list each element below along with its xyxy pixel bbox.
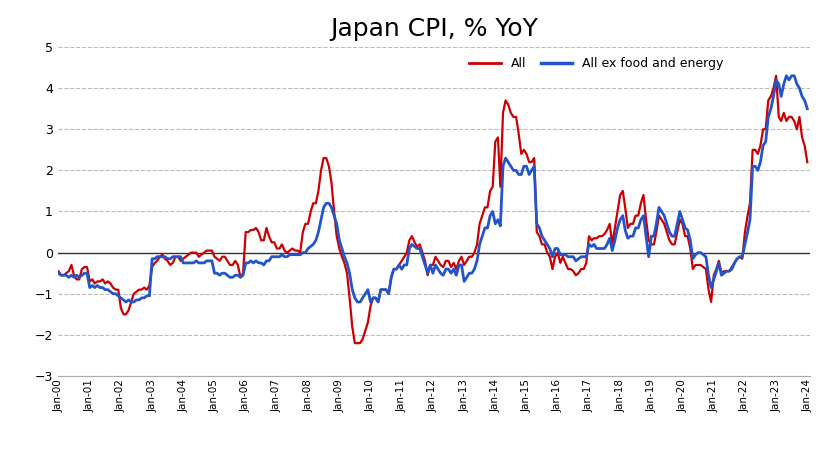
Text: FxPro: FxPro xyxy=(75,91,165,119)
Text: Trade Like a Pro: Trade Like a Pro xyxy=(75,149,164,158)
Title: Japan CPI, % YoY: Japan CPI, % YoY xyxy=(331,17,538,41)
Legend: All, All ex food and energy: All, All ex food and energy xyxy=(464,52,729,75)
